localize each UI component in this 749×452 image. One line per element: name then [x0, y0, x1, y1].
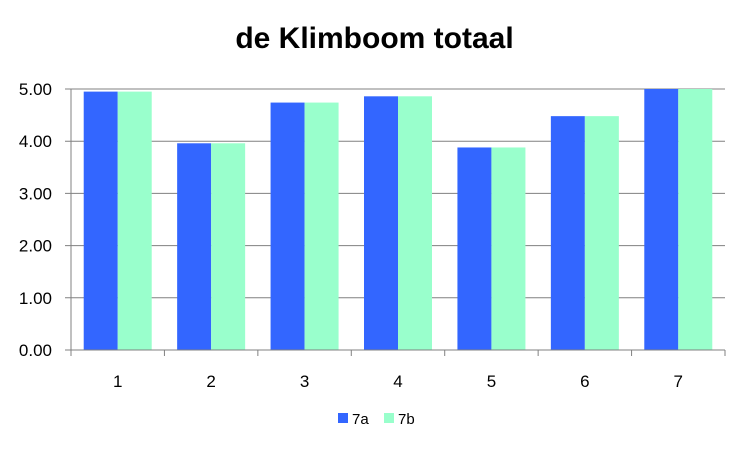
x-tick-label: 7 [674, 372, 683, 391]
x-tick-label: 2 [206, 372, 215, 391]
bar-7a-2 [177, 143, 212, 350]
bar-7a-1 [83, 91, 118, 351]
bar-7b-4 [398, 96, 432, 350]
x-tick-label: 1 [113, 372, 122, 391]
legend-label-7a: 7a [352, 411, 369, 428]
bar-7a-4 [364, 96, 398, 350]
bar-7b-1 [117, 91, 152, 351]
legend-swatch-7a [338, 413, 348, 423]
legend-label-7b: 7b [398, 411, 415, 428]
x-tick-label: 6 [580, 372, 589, 391]
y-tick-label: 4.00 [19, 132, 52, 151]
y-tick-label: 5.00 [19, 80, 52, 99]
chart-title: de Klimboom totaal [235, 22, 514, 55]
bar-7a-5 [457, 147, 492, 350]
y-tick-label: 2.00 [19, 237, 52, 256]
bar-7a-6 [550, 116, 585, 350]
bar-7b-5 [491, 147, 526, 350]
legend-swatch-7b [384, 413, 394, 423]
bar-7a-7 [644, 89, 679, 350]
x-tick-label: 4 [393, 372, 402, 391]
bar-7b-6 [584, 116, 619, 350]
y-tick-label: 0.00 [19, 341, 52, 360]
bar-7b-7 [678, 89, 713, 350]
y-tick-label: 1.00 [19, 289, 52, 308]
x-tick-label: 3 [300, 372, 309, 391]
bar-7b-3 [304, 102, 339, 351]
y-tick-label: 3.00 [19, 184, 52, 203]
bar-7b-2 [211, 143, 246, 350]
x-tick-label: 5 [487, 372, 496, 391]
bar-7a-3 [270, 102, 305, 351]
